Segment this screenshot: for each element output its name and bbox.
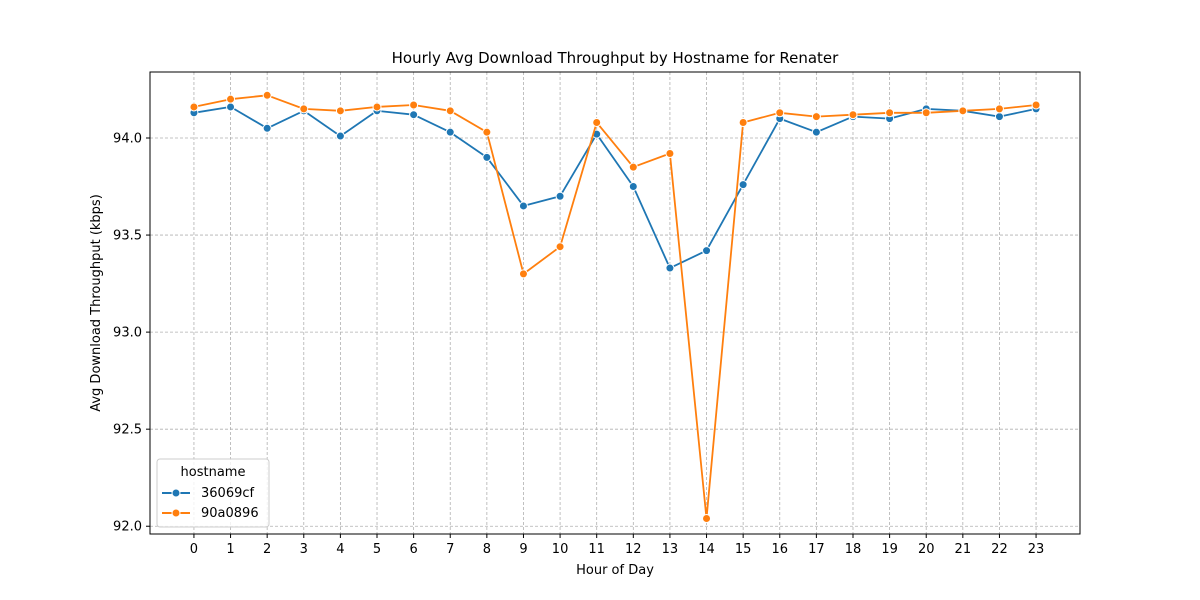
legend-label-90a0896: 90a0896 bbox=[201, 506, 259, 521]
legend-marker-36069cf bbox=[171, 488, 181, 498]
x-tick-label: 21 bbox=[955, 542, 972, 557]
x-tick-label: 14 bbox=[698, 542, 715, 557]
data-point-36069cf bbox=[518, 201, 528, 211]
data-point-90a0896 bbox=[409, 100, 419, 110]
x-tick-label: 15 bbox=[735, 542, 752, 557]
x-tick-label: 18 bbox=[845, 542, 862, 557]
legend-box bbox=[156, 458, 270, 528]
series-line-36069cf bbox=[193, 106, 1037, 270]
x-tick-label: 20 bbox=[918, 542, 935, 557]
data-point-36069cf bbox=[665, 263, 675, 273]
data-point-90a0896 bbox=[994, 104, 1004, 114]
y-tick-label: 94.0 bbox=[113, 132, 142, 147]
x-axis-label: Hour of Day bbox=[576, 563, 654, 578]
data-point-90a0896 bbox=[445, 106, 455, 116]
legend-label-36069cf: 36069cf bbox=[201, 486, 255, 501]
legend-marker-90a0896 bbox=[171, 508, 181, 518]
data-point-90a0896 bbox=[592, 117, 602, 127]
x-tick-label: 8 bbox=[483, 542, 491, 557]
data-point-36069cf bbox=[811, 127, 821, 137]
x-tick-label: 12 bbox=[625, 542, 642, 557]
x-tick-label: 4 bbox=[336, 542, 344, 557]
data-point-36069cf bbox=[262, 123, 272, 133]
data-point-36069cf bbox=[994, 112, 1004, 122]
data-point-90a0896 bbox=[628, 162, 638, 172]
series-line-90a0896 bbox=[193, 94, 1037, 520]
x-tick-label: 7 bbox=[446, 542, 454, 557]
data-point-90a0896 bbox=[1031, 100, 1041, 110]
data-point-90a0896 bbox=[738, 117, 748, 127]
legend-title: hostname bbox=[181, 465, 246, 480]
data-point-90a0896 bbox=[335, 106, 345, 116]
data-point-90a0896 bbox=[702, 513, 712, 523]
data-point-90a0896 bbox=[299, 104, 309, 114]
data-point-90a0896 bbox=[921, 108, 931, 118]
x-tick-label: 5 bbox=[373, 542, 381, 557]
data-point-90a0896 bbox=[226, 94, 236, 104]
x-tick-label: 9 bbox=[519, 542, 527, 557]
x-tick-label: 19 bbox=[881, 542, 898, 557]
y-tick-label: 92.5 bbox=[113, 423, 142, 438]
x-tick-label: 13 bbox=[662, 542, 679, 557]
y-axis-label: Avg Download Throughput (kbps) bbox=[89, 194, 104, 412]
data-point-36069cf bbox=[628, 182, 638, 192]
plot-frame bbox=[149, 71, 1081, 535]
data-point-36069cf bbox=[702, 246, 712, 256]
x-tick-label: 17 bbox=[808, 542, 825, 557]
data-point-90a0896 bbox=[665, 149, 675, 159]
y-tick-label: 93.0 bbox=[113, 326, 142, 341]
data-point-36069cf bbox=[226, 102, 236, 112]
data-point-90a0896 bbox=[518, 269, 528, 279]
x-tick-label: 23 bbox=[1028, 542, 1045, 557]
data-point-36069cf bbox=[409, 110, 419, 120]
x-tick-label: 22 bbox=[991, 542, 1008, 557]
legend: hostname 36069cf 90a0896 bbox=[156, 458, 270, 528]
axis-ticks: 0 1 2 3 4 5 6 7 8 9 10 11 12 13 14 15 16 17 18 19 20 21 22 2392… bbox=[113, 132, 1044, 558]
data-point-90a0896 bbox=[811, 112, 821, 122]
data-point-36069cf bbox=[555, 191, 565, 201]
x-tick-label: 10 bbox=[552, 542, 569, 557]
data-point-90a0896 bbox=[775, 108, 785, 118]
data-point-90a0896 bbox=[189, 102, 199, 112]
x-tick-label: 6 bbox=[409, 542, 417, 557]
data-point-90a0896 bbox=[372, 102, 382, 112]
data-point-36069cf bbox=[335, 131, 345, 141]
data-point-90a0896 bbox=[958, 106, 968, 116]
x-tick-label: 0 bbox=[190, 542, 198, 557]
data-point-36069cf bbox=[445, 127, 455, 137]
data-point-90a0896 bbox=[848, 110, 858, 120]
x-tick-label: 16 bbox=[771, 542, 788, 557]
data-point-90a0896 bbox=[482, 127, 492, 137]
x-tick-label: 3 bbox=[300, 542, 308, 557]
chart-title: Hourly Avg Download Throughput by Hostna… bbox=[392, 49, 840, 67]
x-tick-label: 11 bbox=[588, 542, 605, 557]
data-point-36069cf bbox=[482, 152, 492, 162]
x-tick-label: 1 bbox=[226, 542, 234, 557]
data-point-90a0896 bbox=[885, 108, 895, 118]
data-point-36069cf bbox=[738, 180, 748, 190]
data-point-90a0896 bbox=[262, 90, 272, 100]
x-tick-label: 2 bbox=[263, 542, 271, 557]
y-tick-label: 93.5 bbox=[113, 229, 142, 244]
y-tick-label: 92.0 bbox=[113, 520, 142, 535]
series-lines bbox=[189, 90, 1041, 523]
data-point-90a0896 bbox=[555, 242, 565, 252]
grid-lines bbox=[150, 72, 1080, 534]
